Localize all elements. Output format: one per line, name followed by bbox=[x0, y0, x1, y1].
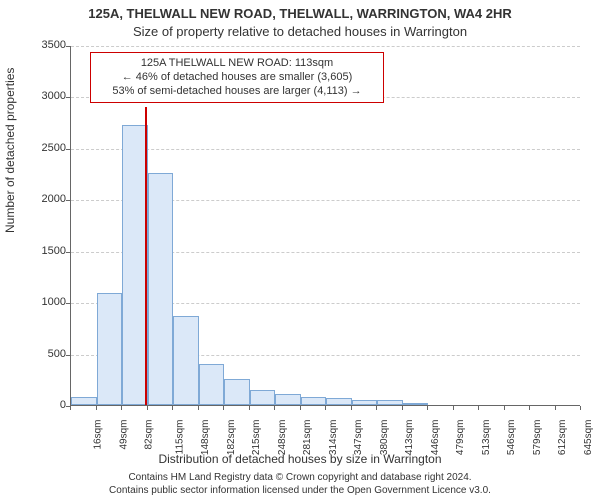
x-tick-label: 314sqm bbox=[328, 420, 339, 456]
histogram-bar bbox=[275, 394, 301, 405]
x-tick-mark bbox=[453, 406, 454, 410]
x-tick-label: 215sqm bbox=[251, 420, 262, 456]
x-tick-label: 380sqm bbox=[379, 420, 390, 456]
y-tick-label: 1000 bbox=[26, 296, 66, 308]
x-tick-label: 413sqm bbox=[404, 420, 415, 456]
y-tick-mark bbox=[66, 355, 70, 356]
histogram-bar bbox=[301, 397, 327, 405]
marker-annotation-box: 125A THELWALL NEW ROAD: 113sqm ← 46% of … bbox=[90, 52, 384, 103]
x-tick-mark bbox=[376, 406, 377, 410]
x-tick-mark bbox=[580, 406, 581, 410]
property-marker-line bbox=[145, 107, 147, 405]
x-tick-label: 645sqm bbox=[583, 420, 594, 456]
footer-copyright-2: Contains public sector information licen… bbox=[0, 485, 600, 496]
y-tick-mark bbox=[66, 97, 70, 98]
x-tick-label: 115sqm bbox=[174, 420, 185, 455]
x-tick-mark bbox=[325, 406, 326, 410]
x-tick-mark bbox=[96, 406, 97, 410]
y-tick-label: 3000 bbox=[26, 90, 66, 102]
x-tick-label: 49sqm bbox=[118, 420, 129, 450]
y-tick-label: 0 bbox=[26, 399, 66, 411]
x-axis-label: Distribution of detached houses by size … bbox=[0, 452, 600, 466]
x-tick-label: 612sqm bbox=[557, 420, 568, 456]
x-tick-label: 248sqm bbox=[277, 420, 288, 456]
footer-copyright-1: Contains HM Land Registry data © Crown c… bbox=[0, 472, 600, 483]
x-tick-mark bbox=[249, 406, 250, 410]
annotation-line-3: 53% of semi-detached houses are larger (… bbox=[97, 85, 377, 99]
chart-container: 125A, THELWALL NEW ROAD, THELWALL, WARRI… bbox=[0, 0, 600, 500]
y-tick-label: 1500 bbox=[26, 245, 66, 257]
x-tick-mark bbox=[351, 406, 352, 410]
y-tick-label: 3500 bbox=[26, 39, 66, 51]
x-tick-mark bbox=[70, 406, 71, 410]
x-tick-label: 16sqm bbox=[93, 420, 104, 450]
histogram-bar bbox=[97, 293, 123, 405]
x-tick-label: 148sqm bbox=[200, 420, 211, 456]
x-tick-label: 182sqm bbox=[226, 420, 237, 456]
x-tick-label: 546sqm bbox=[506, 420, 517, 456]
y-tick-label: 500 bbox=[26, 348, 66, 360]
x-tick-mark bbox=[555, 406, 556, 410]
y-axis-label: Number of detached properties bbox=[3, 68, 17, 233]
y-tick-mark bbox=[66, 149, 70, 150]
x-tick-mark bbox=[478, 406, 479, 410]
x-tick-mark bbox=[121, 406, 122, 410]
y-tick-mark bbox=[66, 303, 70, 304]
x-tick-label: 281sqm bbox=[302, 420, 313, 456]
x-tick-mark bbox=[274, 406, 275, 410]
x-tick-mark bbox=[504, 406, 505, 410]
y-tick-label: 2000 bbox=[26, 193, 66, 205]
histogram-bar bbox=[148, 173, 174, 405]
y-tick-mark bbox=[66, 46, 70, 47]
histogram-bar bbox=[224, 379, 250, 405]
x-tick-label: 347sqm bbox=[353, 420, 364, 456]
histogram-bar bbox=[199, 364, 225, 405]
y-tick-mark bbox=[66, 200, 70, 201]
histogram-bar bbox=[326, 398, 352, 405]
x-tick-mark bbox=[147, 406, 148, 410]
annotation-line-2: ← 46% of detached houses are smaller (3,… bbox=[97, 71, 377, 85]
x-tick-label: 82sqm bbox=[144, 420, 155, 450]
x-tick-mark bbox=[223, 406, 224, 410]
x-tick-mark bbox=[529, 406, 530, 410]
x-tick-mark bbox=[300, 406, 301, 410]
x-tick-label: 513sqm bbox=[481, 420, 492, 456]
histogram-bar bbox=[71, 397, 97, 405]
y-tick-mark bbox=[66, 252, 70, 253]
histogram-bar bbox=[377, 400, 403, 405]
y-tick-label: 2500 bbox=[26, 142, 66, 154]
x-tick-label: 446sqm bbox=[430, 420, 441, 456]
chart-title-address: 125A, THELWALL NEW ROAD, THELWALL, WARRI… bbox=[0, 6, 600, 21]
histogram-bar bbox=[122, 125, 148, 405]
x-tick-mark bbox=[198, 406, 199, 410]
x-tick-label: 479sqm bbox=[455, 420, 466, 456]
histogram-bar bbox=[403, 403, 429, 405]
x-tick-mark bbox=[402, 406, 403, 410]
gridline bbox=[71, 46, 580, 47]
histogram-bar bbox=[352, 400, 378, 405]
x-tick-mark bbox=[427, 406, 428, 410]
x-tick-mark bbox=[172, 406, 173, 410]
x-tick-label: 579sqm bbox=[532, 420, 543, 456]
chart-subtitle: Size of property relative to detached ho… bbox=[0, 24, 600, 39]
annotation-line-1: 125A THELWALL NEW ROAD: 113sqm bbox=[97, 57, 377, 71]
histogram-bar bbox=[173, 316, 199, 405]
histogram-bar bbox=[250, 390, 276, 405]
